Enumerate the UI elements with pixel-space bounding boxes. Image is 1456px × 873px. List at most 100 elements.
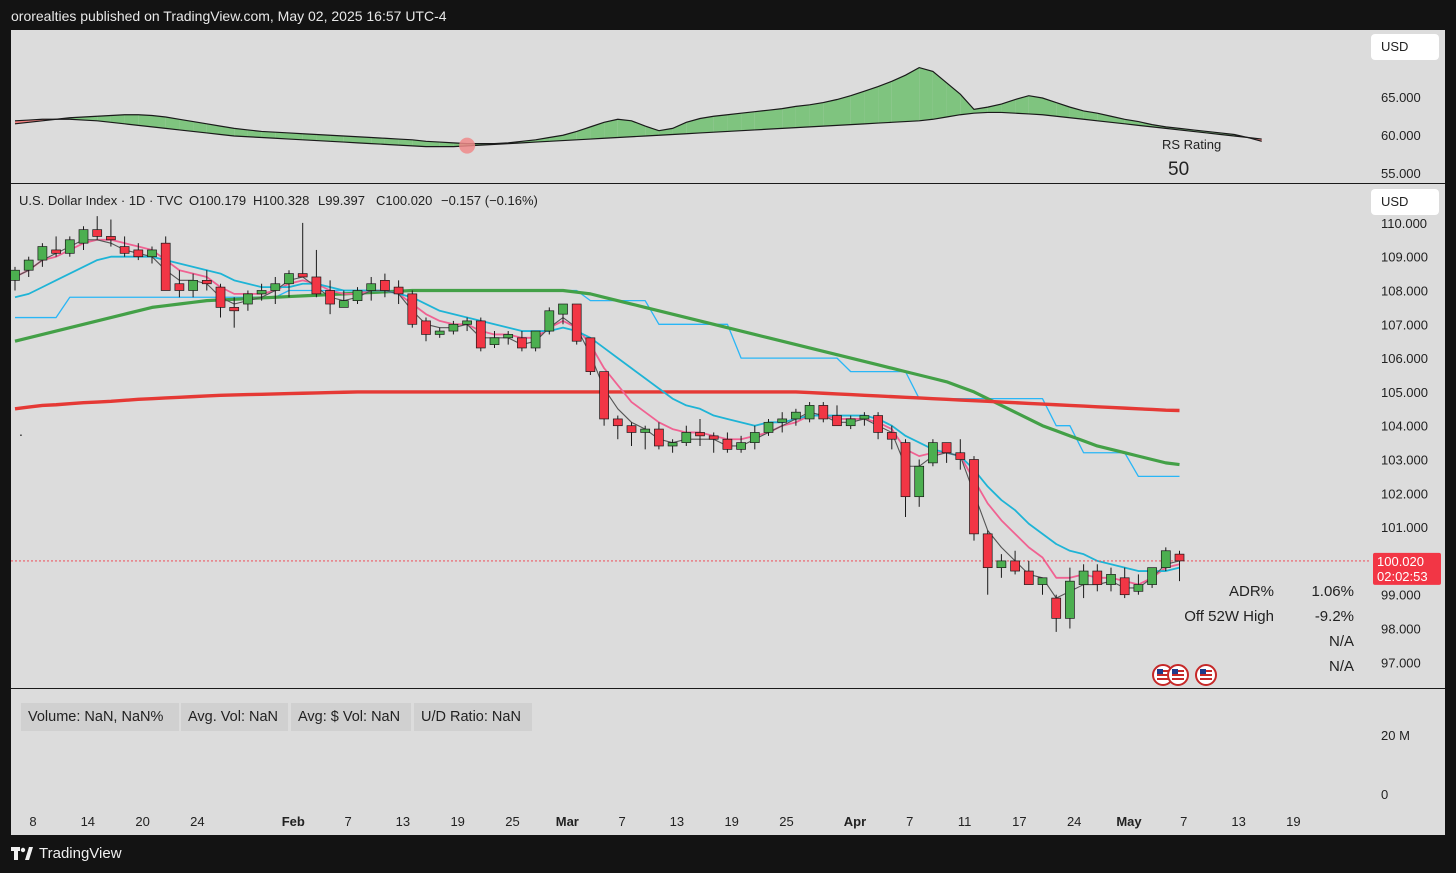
candle-body bbox=[571, 303, 582, 342]
rs-fill-segment bbox=[357, 136, 372, 144]
candle-body bbox=[297, 273, 308, 278]
candle-body bbox=[612, 418, 623, 427]
chart-canvas[interactable]: RS Rating 50 65.000 60.000 55.000 110.000 109… bbox=[11, 30, 1445, 835]
candle-body bbox=[654, 428, 664, 447]
candle-body bbox=[64, 239, 75, 254]
rs-fill-segment bbox=[700, 116, 714, 133]
price-y-tick-label: 103.000 bbox=[1381, 453, 1428, 468]
candle-body bbox=[92, 229, 103, 237]
candle-body bbox=[243, 293, 253, 305]
tradingview-logo-icon bbox=[11, 846, 33, 860]
price-y-tick-label: 106.000 bbox=[1381, 351, 1428, 366]
rs-fill-segment bbox=[850, 91, 865, 125]
candle-body bbox=[982, 533, 993, 569]
rs-rating-panel: RS Rating 50 65.000 60.000 55.000 bbox=[14, 66, 1421, 181]
us-flag-canton bbox=[1200, 669, 1206, 674]
candle-body bbox=[1133, 584, 1144, 592]
rs-fill-segment bbox=[152, 115, 166, 129]
rs-fill-segment bbox=[124, 114, 139, 126]
candle-body bbox=[37, 246, 48, 261]
price-y-tick-label: 104.000 bbox=[1381, 419, 1428, 434]
candle-body bbox=[996, 560, 1007, 569]
candle-body bbox=[284, 273, 294, 285]
price-tag-countdown: 02:02:53 bbox=[1377, 569, 1428, 584]
x-tick-label: 7 bbox=[344, 814, 351, 829]
rs-fill-segment bbox=[316, 134, 331, 142]
x-tick-label: 19 bbox=[1286, 814, 1300, 829]
price-panel-bullet: . bbox=[19, 423, 23, 439]
candle-body bbox=[311, 276, 322, 295]
price-y-tick-label: 99.000 bbox=[1381, 588, 1421, 603]
rs-fill-segment bbox=[645, 126, 659, 136]
candle-body bbox=[338, 300, 349, 308]
avg-volume-info: Avg. Vol: NaN bbox=[181, 703, 288, 731]
rs-fill-segment bbox=[604, 119, 618, 139]
candle-body bbox=[708, 435, 719, 440]
candle-body bbox=[626, 425, 637, 433]
candle-body bbox=[1037, 577, 1048, 585]
us-flag-canton bbox=[1172, 669, 1178, 674]
candle-body bbox=[722, 438, 733, 450]
x-tick-label: Apr bbox=[844, 814, 866, 829]
volume-panel: 20 M 0 bbox=[1381, 728, 1410, 802]
rs-fill-segment bbox=[617, 119, 632, 138]
rs-fill-segment bbox=[754, 110, 769, 130]
rs-fill-segment bbox=[384, 138, 399, 146]
tradingview-logo[interactable]: TradingView bbox=[11, 845, 122, 862]
candle-body bbox=[791, 411, 801, 420]
rs-fill-segment bbox=[138, 114, 152, 127]
rs-fill-segment bbox=[590, 122, 605, 140]
stat-value: 1.06% bbox=[1311, 583, 1354, 600]
tradingview-logo-text: TradingView bbox=[39, 845, 122, 862]
rs-fill-segment bbox=[1001, 99, 1016, 114]
sma200-line bbox=[14, 390, 1180, 413]
rs-fill-segment bbox=[549, 135, 563, 142]
price-y-tick-label: 110.000 bbox=[1381, 216, 1427, 231]
price-y-tick-label: 107.000 bbox=[1381, 317, 1428, 332]
us-flag-stripe bbox=[1157, 674, 1169, 676]
x-tick-label: 17 bbox=[1012, 814, 1026, 829]
candle-body bbox=[78, 229, 89, 244]
us-flag-stripe bbox=[1172, 678, 1184, 680]
x-tick-label: 8 bbox=[29, 814, 36, 829]
price-y-tick-label: 101.000 bbox=[1381, 520, 1428, 535]
rs-y-tick-label: 65.000 bbox=[1381, 90, 1421, 105]
candle-body bbox=[900, 442, 911, 498]
price-y-tick-label: 108.000 bbox=[1381, 284, 1428, 299]
price-currency-selector[interactable]: USD bbox=[1371, 189, 1439, 215]
symbol-title: U.S. Dollar Index · 1D · TVC bbox=[19, 193, 183, 208]
candle-body bbox=[544, 310, 555, 332]
ohlc-high: H100.328 bbox=[253, 193, 309, 208]
rs-fill-segment bbox=[809, 102, 824, 127]
candle-body bbox=[106, 236, 116, 241]
candle-body bbox=[270, 283, 281, 291]
candle-body bbox=[1051, 597, 1062, 619]
volume-info: Volume: NaN, NaN% bbox=[21, 703, 179, 731]
x-tick-label: Mar bbox=[556, 814, 579, 829]
rs-fill-segment bbox=[563, 131, 577, 141]
candle-body bbox=[434, 330, 445, 335]
candle-body bbox=[215, 286, 226, 308]
volume-y-tick-label: 0 bbox=[1381, 787, 1388, 802]
rs-fill-segment bbox=[891, 75, 906, 123]
price-tag-value: 100.020 bbox=[1377, 554, 1424, 569]
candle-body bbox=[873, 415, 883, 433]
rs-fill-segment bbox=[261, 131, 276, 139]
us-flag-stripe bbox=[1200, 674, 1212, 676]
candle-body bbox=[599, 371, 609, 420]
candle-body bbox=[818, 405, 829, 420]
ohlc-close: C100.020 bbox=[376, 193, 432, 208]
candle-body bbox=[749, 432, 760, 443]
rs-fill-segment bbox=[371, 137, 385, 145]
x-tick-label: 13 bbox=[396, 814, 410, 829]
price-y-tick-label: 105.000 bbox=[1381, 385, 1428, 400]
candle-body bbox=[1106, 574, 1116, 585]
x-tick-label: May bbox=[1116, 814, 1142, 829]
chart-area[interactable]: RS Rating 50 65.000 60.000 55.000 110.000 109… bbox=[11, 30, 1445, 835]
rs-fill-segment bbox=[713, 114, 728, 133]
rs-fill-segment bbox=[658, 128, 673, 136]
price-panel: 110.000 109.000 108.000 107.000 106.000 105.0… bbox=[11, 193, 1441, 686]
candle-body bbox=[1092, 570, 1103, 585]
candle-body bbox=[941, 442, 952, 454]
rs-currency-selector[interactable]: USD bbox=[1371, 34, 1439, 60]
